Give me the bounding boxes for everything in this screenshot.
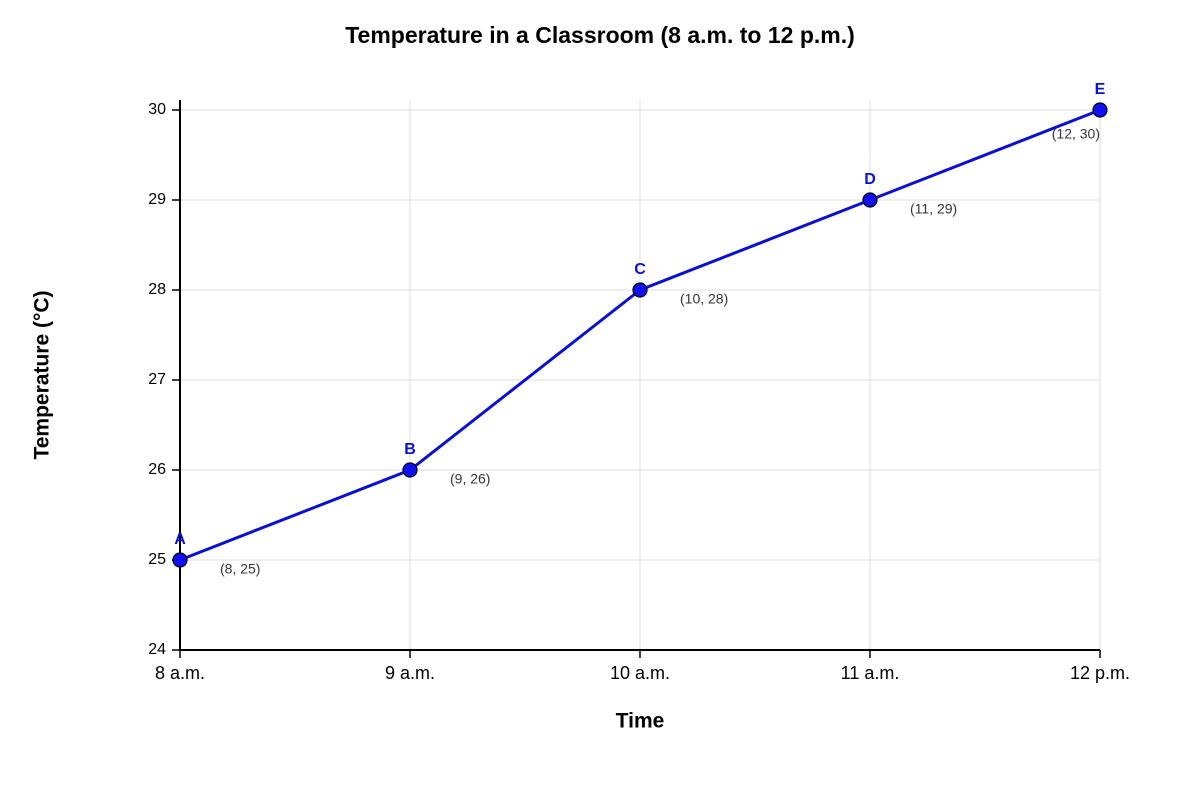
point-label: C: [634, 261, 646, 278]
y-tick-label: 25: [148, 551, 166, 568]
data-point: [172, 552, 188, 568]
y-tick-label: 29: [148, 191, 166, 208]
y-tick-label: 30: [148, 101, 166, 118]
point-label: B: [404, 441, 416, 458]
data-point: [1092, 102, 1108, 118]
x-axis-label: Time: [616, 710, 665, 733]
data-label: (9, 26): [450, 471, 490, 487]
x-tick-label: 8 a.m.: [155, 663, 205, 683]
point-label: E: [1095, 81, 1106, 98]
data-point: [862, 192, 878, 208]
x-tick-label: 10 a.m.: [610, 663, 670, 683]
y-tick-label: 26: [148, 461, 166, 478]
x-tick-label: 9 a.m.: [385, 663, 435, 683]
x-tick-label: 11 a.m.: [841, 663, 900, 683]
point-label: A: [174, 531, 186, 548]
data-label: (11, 29): [910, 201, 957, 217]
data-point: [402, 462, 418, 478]
data-label: (8, 25): [220, 561, 260, 577]
y-axis-label: Temperature (°C): [31, 290, 54, 459]
point-label: D: [864, 171, 876, 188]
y-tick-label: 27: [148, 371, 166, 388]
data-label: (12, 30): [1052, 126, 1100, 142]
y-tick-label: 28: [148, 281, 166, 298]
data-point: [632, 282, 648, 298]
x-tick-label: 12 p.m.: [1070, 663, 1130, 683]
y-tick-label: 24: [148, 641, 166, 658]
chart-title: Temperature in a Classroom (8 a.m. to 12…: [345, 22, 855, 48]
data-label: (10, 28): [680, 291, 728, 307]
